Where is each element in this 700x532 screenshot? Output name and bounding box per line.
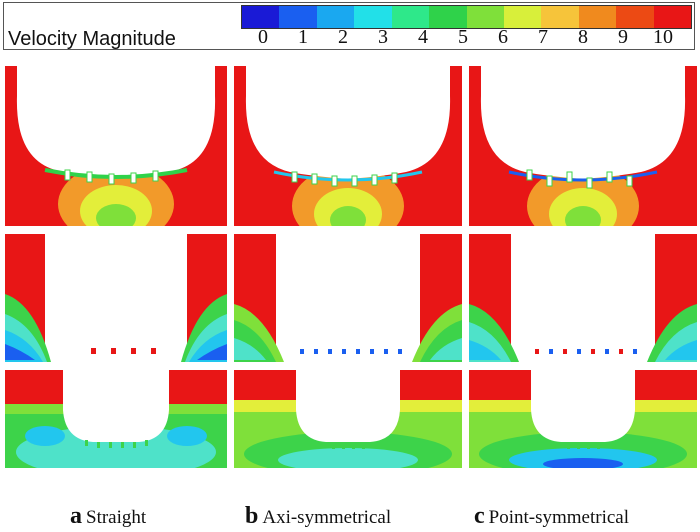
color-bar-segment: [242, 6, 280, 28]
color-bar-tick-label: 0: [258, 26, 268, 48]
caption-a: a Straight: [70, 503, 146, 530]
panel-straight-stage-1: [5, 66, 227, 226]
panel-axisymmetric-stage-2: [234, 234, 462, 362]
caption-b-text: Axi-symmetrical: [262, 507, 392, 528]
panel-straight-stage-2: [5, 234, 227, 362]
caption-a-text: Straight: [86, 507, 147, 528]
color-bar-ticks: 0 1 2 3 4 5 6 7 8 9 10: [241, 26, 690, 48]
color-bar-segment: [653, 6, 692, 28]
color-bar-segment: [316, 6, 355, 28]
color-bar-segment: [391, 6, 430, 28]
color-bar-tick-label: 9: [618, 26, 628, 48]
color-bar-segment: [616, 6, 654, 28]
panel-axisymmetric-stage-1: [234, 66, 462, 226]
color-bar-tick-label: 8: [578, 26, 588, 48]
caption-b: b Axi-symmetrical: [245, 503, 391, 530]
panel-pointsymmetric-stage-2: [469, 234, 697, 362]
color-bar-segment: [578, 6, 617, 28]
panel-pointsymmetric-stage-1: [469, 66, 697, 226]
legend-title: Velocity Magnitude: [8, 28, 176, 50]
color-bar: [241, 5, 692, 29]
velocity-legend: Velocity Magnitude 0 1 2 3 4 5 6 7 8 9 10: [3, 2, 695, 50]
color-bar-segment: [354, 6, 392, 28]
caption-c-text: Point-symmetrical: [488, 507, 630, 528]
color-bar-segment: [429, 6, 467, 28]
caption-c: c Point-symmetrical: [474, 503, 629, 530]
color-bar-segment: [466, 6, 504, 28]
caption-a-letter: a: [70, 503, 82, 529]
color-bar-segment: [279, 6, 317, 28]
panel-axisymmetric-stage-3: [234, 370, 462, 468]
color-bar-tick-label: 4: [418, 26, 428, 48]
color-bar-tick-label: 5: [458, 26, 468, 48]
color-bar-tick-label: 10: [653, 26, 673, 48]
color-bar-segment: [503, 6, 542, 28]
caption-b-letter: b: [245, 503, 259, 529]
panel-straight-stage-3: [5, 370, 227, 468]
color-bar-tick-label: 3: [378, 26, 388, 48]
caption-c-letter: c: [474, 503, 485, 529]
color-bar-tick-label: 2: [338, 26, 348, 48]
panel-pointsymmetric-stage-3: [469, 370, 697, 468]
color-bar-segment: [541, 6, 579, 28]
color-bar-tick-label: 6: [498, 26, 508, 48]
color-bar-tick-label: 7: [538, 26, 548, 48]
color-bar-tick-label: 1: [298, 26, 308, 48]
